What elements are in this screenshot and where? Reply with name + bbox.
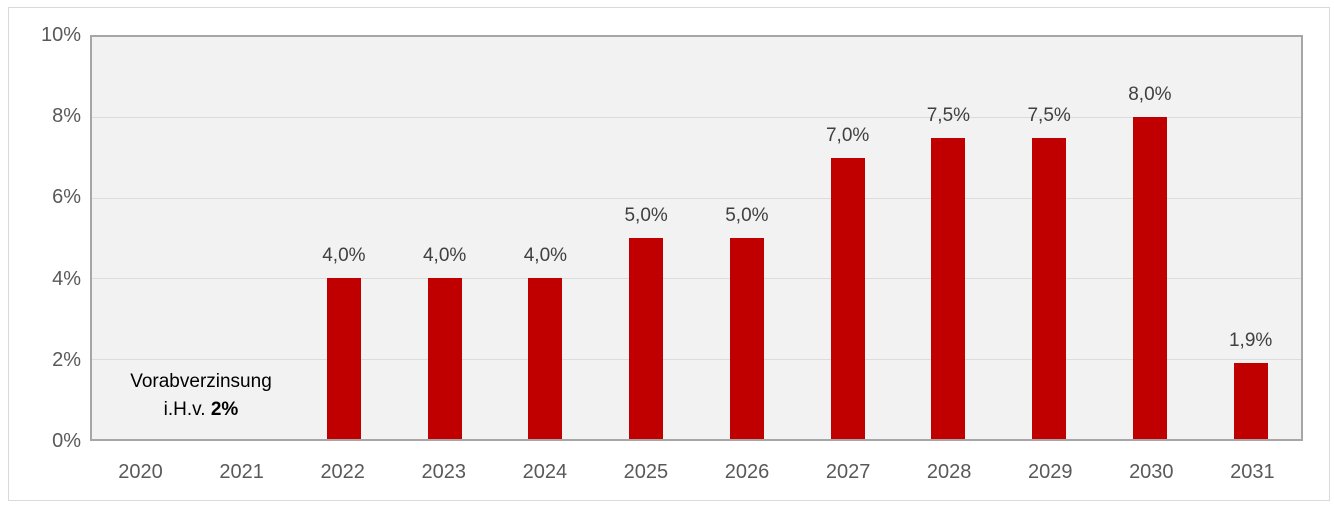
x-tick-2027: 2027 [825,461,871,483]
gridline-8% [92,117,1301,119]
y-tick-6%: 6% [52,186,81,209]
bar-2023 [427,278,462,439]
annotation-vorabverzinsung: Vorabverzinsung i.H.v. 2% [130,368,272,424]
x-tick-2020: 2020 [118,461,163,483]
bar-value-label-2023: 4,0% [422,245,467,267]
bar-2024 [528,278,563,439]
annotation-line1: Vorabverzinsung [130,371,272,392]
bar-2028 [931,137,966,439]
bar-2029 [1032,137,1067,439]
bar-2031 [1233,362,1268,439]
plot-area: 4,0% 4,0% 4,0% 5,0% 5,0% 7,0% 7,5% 7,5% 8,0% 1,9% [90,35,1303,441]
bar-value-label-2028: 7,5% [926,104,971,126]
bar-value-label-2024: 4,0% [523,245,568,267]
bar-2025 [629,238,664,439]
annotation-line2-bold: 2% [210,399,239,420]
y-tick-8%: 8% [52,105,81,128]
bar-2030 [1132,117,1167,439]
bar-value-label-2030: 8,0% [1128,84,1172,106]
bar-value-label-2031: 1,9% [1228,329,1273,351]
x-tick-2031: 2031 [1230,461,1275,483]
bar-2026 [729,238,764,439]
x-tick-2021: 2021 [219,461,264,483]
x-tick-2026: 2026 [724,461,770,483]
x-tick-2025: 2025 [623,461,669,483]
x-tick-2030: 2030 [1129,461,1174,483]
bar-value-label-2025: 5,0% [624,205,668,226]
x-axis: 2020 2021 2022 2023 2024 2025 2026 2027 2028 2029… [90,458,1303,486]
gridline-2% [92,358,1301,360]
x-tick-2029: 2029 [1027,461,1073,483]
bar-value-label-2022: 4,0% [322,245,366,267]
gridline-6% [92,197,1301,199]
x-tick-2024: 2024 [522,461,568,483]
chart-frame: 4,0% 4,0% 4,0% 5,0% 5,0% 7,0% 7,5% 7,5% 8,0% 1,9%… [8,7,1330,501]
x-tick-2022: 2022 [320,461,365,483]
bar-2027 [830,157,865,439]
y-tick-0%: 0% [52,430,81,452]
bar-value-label-2026: 5,0% [725,205,769,226]
annotation-line2-prefix: i.H.v. [163,399,211,420]
y-tick-2%: 2% [52,348,81,371]
bar-2022 [326,278,361,439]
bar-value-label-2029: 7,5% [1027,104,1071,126]
x-tick-2023: 2023 [421,461,467,483]
bar-value-label-2027: 7,0% [825,124,870,146]
gridline-4% [92,278,1301,280]
x-tick-2028: 2028 [926,461,972,483]
annotation-line2: i.H.v. 2% [130,396,272,424]
y-tick-4%: 4% [52,267,81,290]
y-tick-10%: 10% [40,24,81,46]
